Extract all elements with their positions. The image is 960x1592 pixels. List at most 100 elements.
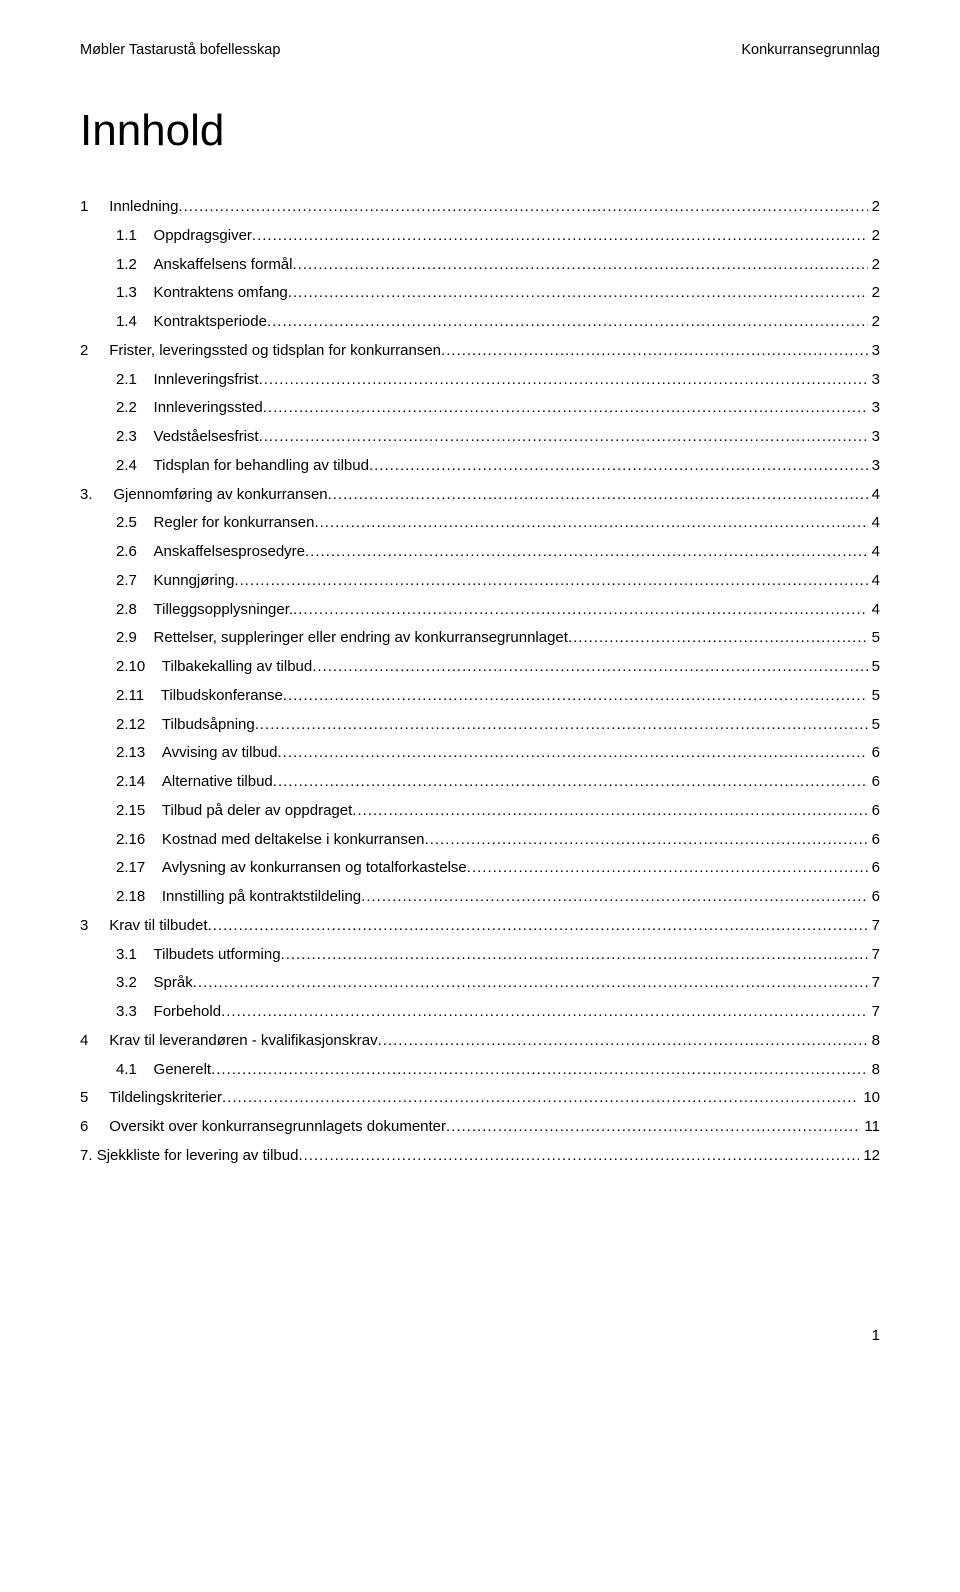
toc-entry: 3 Krav til tilbudet 7 [80,915,880,937]
toc-entry-page: 6 [868,829,880,851]
toc-leader-dots [255,714,868,736]
toc-entry: 4.1 Generelt 8 [80,1059,880,1081]
toc-entry: 2.2 Innleveringssted 3 [80,397,880,419]
toc-leader-dots [259,426,868,448]
toc-leader-dots [312,656,867,678]
toc-entry-page: 6 [868,771,880,793]
toc-entry-label: Krav til tilbudet [109,915,207,937]
toc-entry-label: Frister, leveringssted og tidsplan for k… [109,340,441,362]
toc-entry-number: 3 [80,915,109,937]
toc-entry-label: Alternative tilbud [162,771,273,793]
toc-entry: 2.13 Avvising av tilbud 6 [80,742,880,764]
toc-entry-page: 4 [868,512,880,534]
toc-entry-label: Avvising av tilbud [162,742,278,764]
toc-entry: 2.16 Kostnad med deltakelse i konkurrans… [80,829,880,851]
toc-entry: 2.12 Tilbudsåpning 5 [80,714,880,736]
toc-entry-label: Regler for konkurransen [154,512,315,534]
toc-entry: 2.15 Tilbud på deler av oppdraget 6 [80,800,880,822]
toc-entry-label: Forbehold [154,1001,222,1023]
toc-entry: 1.3 Kontraktens omfang 2 [80,282,880,304]
toc-entry-label: Innstilling på kontraktstildeling [162,886,361,908]
toc-leader-dots [273,771,868,793]
toc-leader-dots [211,1059,868,1081]
toc-entry-label: Kostnad med deltakelse i konkurransen [162,829,425,851]
toc-entry: 2.4 Tidsplan for behandling av tilbud 3 [80,455,880,477]
toc-entry: 2 Frister, leveringssted og tidsplan for… [80,340,880,362]
toc-entry: 2.9 Rettelser, suppleringer eller endrin… [80,627,880,649]
toc-entry-label: Tildelingskriterier [109,1087,222,1109]
toc-entry-page: 5 [868,714,880,736]
toc-entry-number: 2.14 [116,771,162,793]
toc-entry-label: Tilbudets utforming [154,944,281,966]
toc-entry-label: Generelt [154,1059,212,1081]
toc-entry-label: Innleveringsfrist [154,369,259,391]
toc-entry: 1.2 Anskaffelsens formål 2 [80,254,880,276]
toc-entry: 4 Krav til leverandøren - kvalifikasjons… [80,1030,880,1052]
toc-entry-page: 4 [868,599,880,621]
page-header: Møbler Tastarustå bofellesskap Konkurran… [80,42,880,58]
toc-entry-page: 10 [859,1087,880,1109]
toc-leader-dots [208,915,868,937]
toc-leader-dots [259,369,868,391]
toc-entry-number: 7. [80,1145,97,1167]
toc-entry-page: 2 [868,311,880,333]
toc-entry-label: Tilbudsåpning [162,714,255,736]
toc-entry-label: Anskaffelsesprosedyre [154,541,305,563]
toc-entry: 2.18 Innstilling på kontraktstildeling 6 [80,886,880,908]
toc-entry-number: 2.4 [116,455,154,477]
toc-entry: 2.14 Alternative tilbud 6 [80,771,880,793]
toc-entry-page: 3 [868,340,880,362]
toc-leader-dots [298,1145,859,1167]
toc-entry-page: 6 [868,800,880,822]
toc-entry-label: Språk [154,972,193,994]
toc-leader-dots [467,857,868,879]
toc-entry-number: 2.16 [116,829,162,851]
toc-entry-page: 2 [868,196,880,218]
toc-leader-dots [352,800,867,822]
toc-entry-number: 2.5 [116,512,154,534]
toc-entry-number: 4 [80,1030,109,1052]
toc-entry-label: Tidsplan for behandling av tilbud [154,455,369,477]
page-title: Innhold [80,106,880,156]
toc-entry-number: 2.18 [116,886,162,908]
toc-entry-page: 5 [868,627,880,649]
toc-leader-dots [378,1030,868,1052]
toc-leader-dots [314,512,867,534]
toc-entry-number: 1.2 [116,254,154,276]
toc-entry-page: 5 [868,656,880,678]
toc-entry-number: 4.1 [116,1059,154,1081]
toc-entry: 2.17 Avlysning av konkurransen og totalf… [80,857,880,879]
toc-entry: 2.5 Regler for konkurransen 4 [80,512,880,534]
toc-entry-label: Tilbud på deler av oppdraget [162,800,352,822]
toc-entry: 3. Gjennomføring av konkurransen 4 [80,484,880,506]
toc-leader-dots [369,455,868,477]
toc-entry: 2.6 Anskaffelsesprosedyre 4 [80,541,880,563]
toc-entry-label: Oppdragsgiver [154,225,252,247]
toc-entry-page: 11 [860,1116,880,1138]
toc-entry-number: 2.3 [116,426,154,448]
toc-entry-label: Avlysning av konkurransen og totalforkas… [162,857,467,879]
toc-entry-number: 5 [80,1087,109,1109]
toc-entry-page: 4 [868,484,880,506]
toc-leader-dots [425,829,868,851]
toc-entry-number: 2.6 [116,541,154,563]
toc-entry-page: 2 [868,254,880,276]
toc-entry-number: 2.15 [116,800,162,822]
toc-entry-page: 7 [868,972,880,994]
toc-entry-label: Gjennomføring av konkurransen [113,484,327,506]
toc-leader-dots [252,225,868,247]
toc-leader-dots [193,972,868,994]
toc-entry-number: 2.8 [116,599,154,621]
toc-entry: 1.4 Kontraktsperiode 2 [80,311,880,333]
toc-entry: 2.11 Tilbudskonferanse 5 [80,685,880,707]
header-left: Møbler Tastarustå bofellesskap [80,42,280,58]
toc-leader-dots [293,599,868,621]
toc-entry-label: Tilbudskonferanse [161,685,283,707]
toc-entry-page: 8 [868,1059,880,1081]
toc-leader-dots [221,1001,868,1023]
toc-entry: 3.1 Tilbudets utforming 7 [80,944,880,966]
toc-entry-number: 2 [80,340,109,362]
toc-entry-page: 5 [868,685,880,707]
toc-leader-dots [222,1087,859,1109]
toc-entry: 2.7 Kunngjøring 4 [80,570,880,592]
